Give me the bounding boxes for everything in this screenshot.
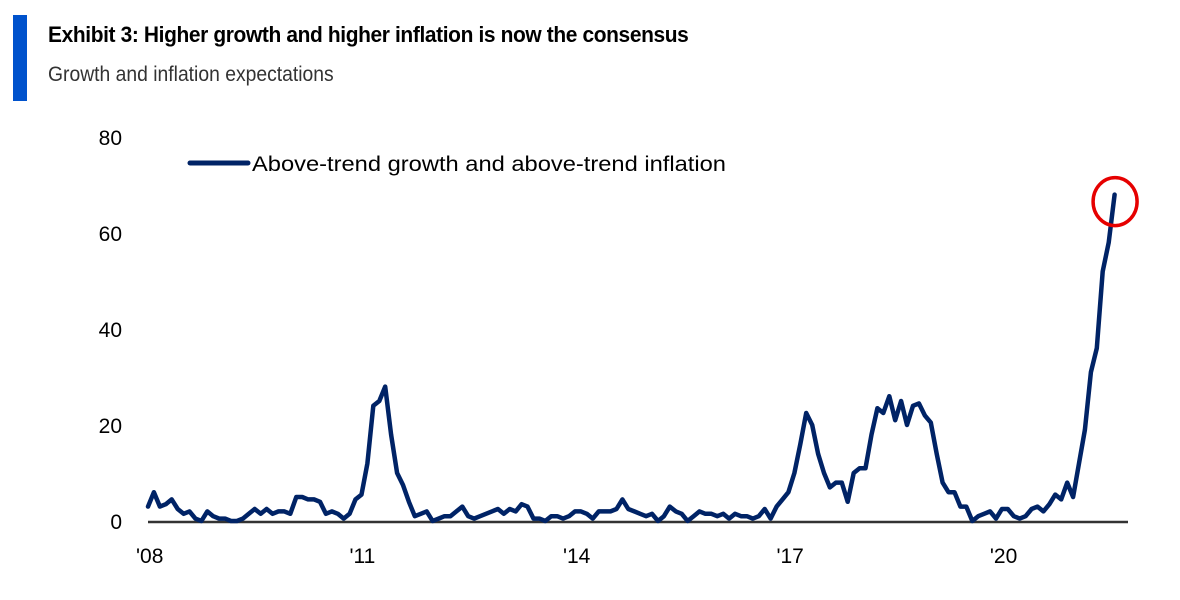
x-tick-label: '14: [563, 545, 591, 568]
y-tick-label: 0: [110, 511, 122, 534]
series-line: [145, 192, 1117, 524]
x-tick-label: '17: [776, 545, 803, 568]
series-layer: [145, 192, 1117, 524]
y-tick-label: 20: [99, 415, 122, 438]
x-tick-label: '20: [990, 545, 1017, 568]
y-tick-label: 40: [99, 319, 122, 342]
title-accent-bar: [13, 15, 27, 101]
y-tick-label: 80: [99, 127, 122, 150]
x-axis: '08 '11 '14 '17 '20: [136, 545, 1017, 568]
highlight-circle: [1091, 175, 1139, 228]
x-tick-label: '11: [349, 545, 375, 568]
chart-title: Exhibit 3: Higher growth and higher infl…: [48, 22, 689, 47]
annotation-layer: [1091, 175, 1139, 228]
y-tick-label: 60: [99, 223, 122, 246]
y-axis: 0 20 40 60 80: [99, 127, 122, 534]
legend-label: Above-trend growth and above-trend infla…: [252, 153, 726, 176]
legend: Above-trend growth and above-trend infla…: [187, 153, 726, 176]
x-tick-label: '08: [136, 545, 163, 568]
chart-subtitle: Growth and inflation expectations: [48, 63, 334, 86]
